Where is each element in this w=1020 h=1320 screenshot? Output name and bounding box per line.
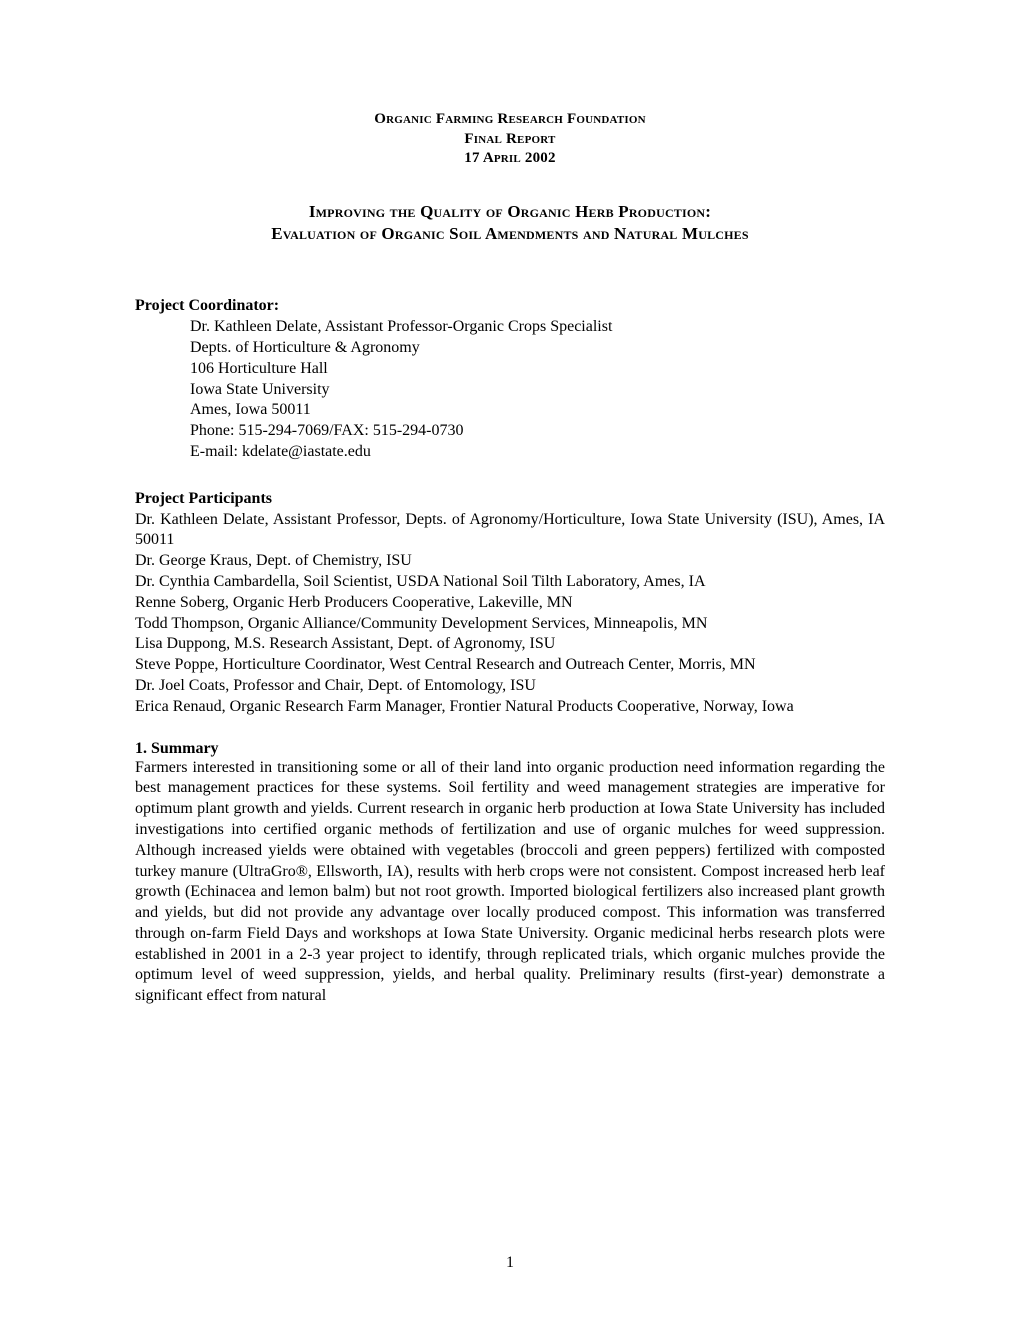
coord-line: Iowa State University: [190, 380, 885, 401]
participant: Renne Soberg, Organic Herb Producers Coo…: [135, 593, 885, 614]
title-line-2: Evaluation of Organic Soil Amendments an…: [135, 223, 885, 246]
coordinator-details: Dr. Kathleen Delate, Assistant Professor…: [190, 317, 885, 463]
participant: Steve Poppe, Horticulture Coordinator, W…: [135, 655, 885, 676]
coord-line: E-mail: kdelate@iastate.edu: [190, 442, 885, 463]
coord-line: Phone: 515-294-7069/FAX: 515-294-0730: [190, 421, 885, 442]
page-number: 1: [0, 1254, 1020, 1272]
report-header: Organic Farming Research Foundation Fina…: [135, 110, 885, 169]
summary-heading: 1. Summary: [135, 740, 885, 758]
report-type: Final Report: [135, 130, 885, 150]
participant: Dr. Joel Coats, Professor and Chair, Dep…: [135, 676, 885, 697]
org-name: Organic Farming Research Foundation: [135, 110, 885, 130]
coordinator-section: Project Coordinator: Dr. Kathleen Delate…: [135, 296, 885, 462]
coord-line: Depts. of Horticulture & Agronomy: [190, 338, 885, 359]
summary-body: Farmers interested in transitioning some…: [135, 758, 885, 1008]
summary-section: 1. Summary Farmers interested in transit…: [135, 740, 885, 1008]
participant: Dr. George Kraus, Dept. of Chemistry, IS…: [135, 551, 885, 572]
title-line-1: Improving the Quality of Organic Herb Pr…: [135, 201, 885, 224]
report-date: 17 April 2002: [135, 149, 885, 169]
participant: Lisa Duppong, M.S. Research Assistant, D…: [135, 634, 885, 655]
coord-line: Dr. Kathleen Delate, Assistant Professor…: [190, 317, 885, 338]
coord-line: Ames, Iowa 50011: [190, 400, 885, 421]
participant: Dr. Cynthia Cambardella, Soil Scientist,…: [135, 572, 885, 593]
coordinator-heading: Project Coordinator:: [135, 296, 885, 317]
participants-section: Project Participants Dr. Kathleen Delate…: [135, 489, 885, 718]
document-page: Organic Farming Research Foundation Fina…: [0, 0, 1020, 1320]
participant: Dr. Kathleen Delate, Assistant Professor…: [135, 510, 885, 552]
participant: Erica Renaud, Organic Research Farm Mana…: [135, 697, 885, 718]
coord-line: 106 Horticulture Hall: [190, 359, 885, 380]
participant: Todd Thompson, Organic Alliance/Communit…: [135, 614, 885, 635]
participants-heading: Project Participants: [135, 489, 885, 510]
report-title: Improving the Quality of Organic Herb Pr…: [135, 201, 885, 247]
